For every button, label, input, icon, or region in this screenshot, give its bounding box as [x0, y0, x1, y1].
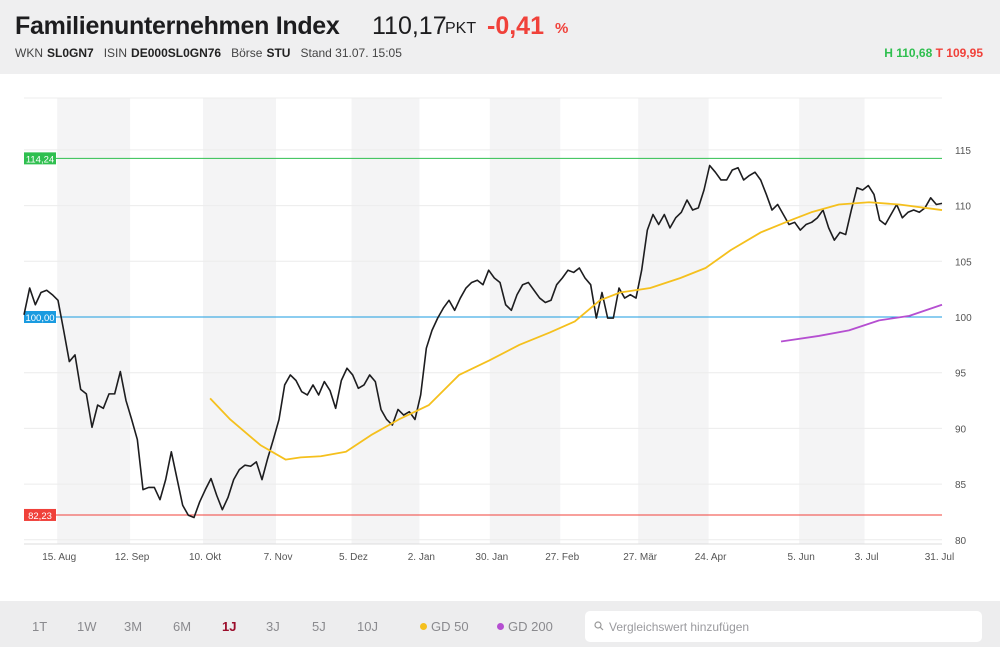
- range-3J[interactable]: 3J: [266, 619, 280, 634]
- reference-label: 100,00: [25, 313, 54, 324]
- x-tick-label: 30. Jan: [475, 552, 508, 563]
- x-tick-label: 3. Jul: [855, 552, 879, 563]
- x-tick-label: 12. Sep: [115, 552, 150, 563]
- y-tick-label: 80: [955, 536, 967, 547]
- y-tick-label: 110: [955, 202, 971, 213]
- y-tick-label: 105: [955, 257, 972, 268]
- series-line-gd200: [780, 303, 943, 343]
- range-3M[interactable]: 3M: [124, 619, 143, 634]
- compare-search-input[interactable]: Vergleichswert hinzufügen: [585, 611, 982, 642]
- reference-label-bg: [24, 508, 56, 521]
- month-band: [799, 98, 865, 544]
- gd200-label: GD 200: [508, 619, 553, 634]
- month-band: [638, 98, 709, 544]
- isin-label: ISIN: [103, 46, 128, 60]
- x-tick-label: 7. Nov: [264, 552, 293, 563]
- y-tick-label: 85: [955, 480, 967, 491]
- month-band: [57, 98, 131, 544]
- y-tick-label: 95: [955, 369, 967, 380]
- gd200-toggle[interactable]: GD 200: [497, 619, 553, 634]
- price-chart[interactable]: 80 85 90 95 100 105 110 115 15. Aug 12. Sep 10. Ok…: [0, 74, 1000, 601]
- y-tick-label: 100: [955, 313, 972, 324]
- reference-label-bg: [24, 152, 56, 165]
- wkn-label: WKN: [15, 46, 43, 60]
- boerse-value: STU: [266, 46, 291, 60]
- x-tick-label: 15. Aug: [42, 552, 76, 563]
- range-1J[interactable]: 1J: [222, 619, 237, 634]
- search-icon: [594, 621, 604, 631]
- day-low: T 109,95: [935, 46, 983, 60]
- month-band: [351, 98, 420, 544]
- page-title: Familienunternehmen Index: [15, 12, 340, 40]
- x-tick-label: 10. Okt: [189, 552, 221, 563]
- change-value: -0,41: [487, 12, 544, 40]
- boerse-label: Börse: [231, 46, 263, 60]
- x-tick-label: 5. Jun: [788, 552, 815, 563]
- x-tick-label: 27. Feb: [545, 552, 579, 563]
- range-1W[interactable]: 1W: [77, 619, 97, 634]
- series-line-kurs: [23, 164, 943, 519]
- high-low: H 110,68 T 109,95: [884, 46, 983, 60]
- reference-label: 114,24: [26, 154, 54, 165]
- reference-label: 82,23: [28, 511, 52, 522]
- price-unit: PKT: [445, 20, 477, 37]
- x-tick-label: 24. Apr: [695, 552, 727, 563]
- range-1T[interactable]: 1T: [32, 619, 48, 634]
- y-tick-label: 90: [955, 424, 967, 435]
- range-10J[interactable]: 10J: [357, 619, 378, 634]
- x-tick-label: 27. Mär: [623, 552, 658, 563]
- gd50-toggle[interactable]: GD 50: [420, 619, 469, 634]
- change-unit: %: [555, 20, 569, 37]
- stand-timestamp: Stand 31.07. 15:05: [300, 46, 402, 60]
- gd200-dot-icon: [497, 623, 504, 630]
- x-tick-label: 31. Jul: [925, 552, 954, 563]
- gd50-dot-icon: [420, 623, 427, 630]
- price-value: 110,17: [372, 12, 447, 40]
- range-6M[interactable]: 6M: [173, 619, 192, 634]
- header: Familienunternehmen Index 110,17 PKT -0,…: [0, 0, 1000, 74]
- instrument-meta: WKN SL0GN7 ISIN DE000SL0GN76 Börse STU Stan…: [15, 46, 406, 60]
- x-tick-label: 2. Jan: [408, 552, 435, 563]
- month-band: [489, 98, 561, 544]
- gd50-label: GD 50: [431, 619, 469, 634]
- search-placeholder: Vergleichswert hinzufügen: [609, 620, 750, 634]
- month-band: [203, 98, 277, 544]
- day-high: H 110,68: [884, 46, 933, 60]
- y-tick-label: 115: [955, 146, 971, 157]
- chart-toolbar: 1T 1W 3M 6M 1J 3J 5J 10J GD 50 GD 200 Vergleich…: [0, 601, 1000, 647]
- x-tick-label: 5. Dez: [339, 552, 368, 563]
- isin-value: DE000SL0GN76: [131, 46, 222, 60]
- wkn-value: SL0GN7: [47, 46, 94, 60]
- range-5J[interactable]: 5J: [312, 619, 326, 634]
- series-line-gd50: [209, 201, 943, 461]
- reference-label-bg: [24, 311, 56, 323]
